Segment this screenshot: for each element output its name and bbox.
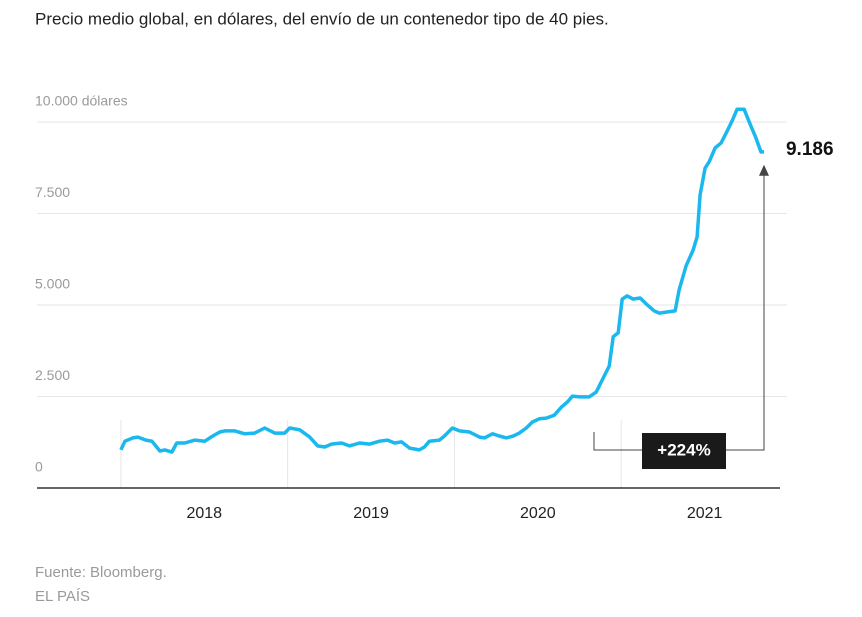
end-label: 9.186 [786,139,834,160]
y-tick-label: 2.500 [35,367,70,383]
change-box [642,433,726,469]
chart-title: Precio medio global, en dólares, del env… [35,9,609,28]
brand: EL PAÍS [35,588,90,605]
arrow-line [726,173,765,451]
y-tick-label: 7.500 [35,184,70,200]
x-tick-label: 2019 [353,505,389,522]
change-label: +224% [657,440,710,459]
x-tick-label: 2021 [687,505,723,522]
series-line [119,107,765,454]
x-tick-label: 2018 [186,505,222,522]
y-tick-label: 10.000 dólares [35,93,128,109]
y-tick-label: 0 [35,459,43,475]
bracket [593,432,642,451]
x-tick-label: 2020 [520,505,556,522]
y-tick-label: 5.000 [35,276,70,292]
arrow-head [758,164,769,176]
source: Fuente: Bloomberg. [35,564,167,581]
